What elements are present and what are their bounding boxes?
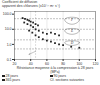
svg-text:E: E bbox=[70, 29, 74, 33]
html-text:90 jours: 90 jours bbox=[53, 74, 66, 78]
svg-text:80: 80 bbox=[61, 62, 65, 66]
html-text:28 jours: 28 jours bbox=[5, 74, 18, 78]
html-text:365 jours: 365 jours bbox=[5, 78, 20, 82]
svg-text:20: 20 bbox=[13, 62, 17, 66]
svg-text:10.0: 10.0 bbox=[5, 27, 12, 31]
html-text:apparent des chlorures (x10⁻¹²: apparent des chlorures (x10⁻¹² m² s⁻¹) bbox=[2, 4, 60, 8]
html-text:Coefficient de diffusion: Coefficient de diffusion bbox=[2, 0, 38, 4]
svg-text:1.0: 1.0 bbox=[7, 43, 12, 47]
svg-text:120: 120 bbox=[93, 62, 99, 66]
svg-text:100: 100 bbox=[76, 62, 82, 66]
svg-text:40: 40 bbox=[29, 62, 33, 66]
svg-text:100.0: 100.0 bbox=[3, 12, 12, 16]
html-text:Cf. sections suivantes: Cf. sections suivantes bbox=[50, 78, 84, 82]
svg-text:0.1: 0.1 bbox=[7, 58, 12, 62]
svg-text:60: 60 bbox=[45, 62, 49, 66]
svg-text:D: D bbox=[70, 41, 74, 45]
svg-text:F: F bbox=[70, 18, 74, 22]
html-text:Résistance moyenne à la compre: Résistance moyenne à la compression à 28… bbox=[16, 66, 94, 74]
